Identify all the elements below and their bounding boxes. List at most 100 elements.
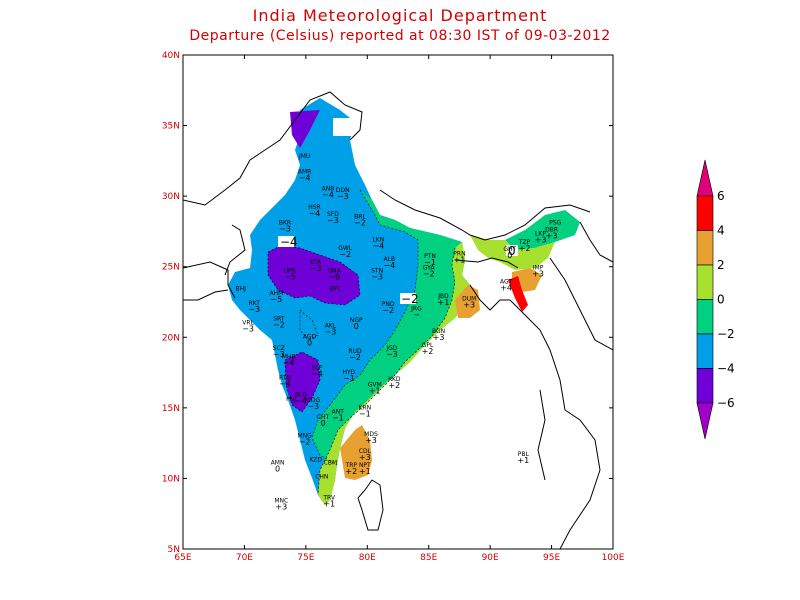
station-departure: −1 <box>424 258 436 267</box>
lat-tick-label: 5N <box>168 545 180 555</box>
station-name: CBM <box>324 459 337 466</box>
station-departure: −2 <box>339 250 351 259</box>
station-departure: −6 <box>328 272 340 281</box>
station-departure: −1 <box>359 409 371 418</box>
station-name: DDN <box>336 187 350 194</box>
station-marker: RKT−3 <box>248 300 260 314</box>
station-departure: −2 <box>354 219 366 228</box>
station-marker: GYA−2 <box>423 265 436 279</box>
station-marker: ALB−4 <box>384 256 396 270</box>
boundary-lines <box>183 91 613 549</box>
station-marker: IMP+3 <box>532 265 544 279</box>
station-name: RKT <box>249 300 261 307</box>
station-departure: +3 <box>359 453 371 462</box>
station-marker: KTA−3 <box>310 259 322 273</box>
station-name: TRP <box>345 462 358 469</box>
longitude-axis: 65E 70E 75E 80E 85E 90E 95E 100E <box>174 55 625 563</box>
station-marker: PND−2 <box>382 301 395 315</box>
station-marker: TZP+2 <box>518 239 531 253</box>
station-marker: BHJ <box>236 286 247 293</box>
legend-swatch <box>696 333 714 369</box>
station-name: LKP <box>535 231 546 238</box>
legend-label: 0 <box>717 293 725 307</box>
station-departure: −4 <box>309 209 321 218</box>
station-departure: +2 <box>422 347 434 356</box>
legend-swatch <box>696 299 714 335</box>
station-name: TZP <box>518 239 531 246</box>
station-departure: −5 <box>270 295 282 304</box>
station-name: PBL <box>518 451 530 458</box>
station-name: SLP <box>312 365 323 372</box>
station-marker: GVM+1 <box>368 382 382 396</box>
station-departure: +3 <box>433 333 445 342</box>
station-name: GHT <box>503 246 516 253</box>
legend-swatch <box>696 264 714 300</box>
station-marker: HSR−4 <box>308 204 321 218</box>
missing-data-patch <box>333 118 359 136</box>
station-name: AMR <box>298 169 311 176</box>
station-marker: DBR+3 <box>545 226 558 240</box>
station-marker: HYD−1 <box>342 369 355 383</box>
map-title: India Meteorological Department <box>252 6 548 25</box>
contour-label-box <box>278 236 294 247</box>
station-departure: − <box>413 310 420 319</box>
station-marker: AMR−4 <box>298 169 311 183</box>
station-marker: MNC+3 <box>274 497 288 511</box>
station-name: MDS <box>364 431 378 438</box>
station-departure: +4 <box>500 284 512 293</box>
station-departure: 0 <box>507 251 512 260</box>
station-departure: −3 <box>279 224 291 233</box>
station-name: MHB <box>282 353 296 360</box>
station-marker: JBD+1 <box>437 293 449 307</box>
station-name: PRN <box>453 250 465 257</box>
station-departure: −3 <box>242 325 254 334</box>
contour-label-box <box>506 245 518 256</box>
station-name: PNJ <box>286 396 296 403</box>
station-marker: UPR−5 <box>284 267 296 281</box>
station-name: RUD <box>348 348 362 355</box>
station-departure: 0 <box>354 322 359 331</box>
station-name: ANT <box>332 409 345 416</box>
station-name: BRL <box>354 214 366 221</box>
station-name: LKN <box>372 236 384 243</box>
station-departure: −4 <box>283 358 295 367</box>
station-departure: +1 <box>359 467 371 476</box>
station-departure: +1 <box>369 387 381 396</box>
station-departure: −3 <box>337 192 349 201</box>
station-name: KZD <box>309 456 322 463</box>
station-departure: −3 <box>307 402 319 411</box>
station-name: JGD <box>385 345 397 352</box>
station-name: BGN <box>432 328 445 335</box>
contour-label: −4 <box>280 235 298 249</box>
station-departure: −4 <box>311 370 323 379</box>
station-marker: SLP−4 <box>311 365 323 379</box>
legend-top-arrow <box>696 159 714 197</box>
station-name: AMN <box>271 459 285 466</box>
station-marker: VRL−3 <box>242 320 254 334</box>
station-name: CHN <box>315 473 328 480</box>
station-marker: GWL−2 <box>338 245 353 259</box>
station-name: SFD <box>327 211 339 218</box>
station-name: RTN <box>279 375 291 382</box>
legend-label: −2 <box>717 327 735 341</box>
station-departure: −3 <box>386 350 398 359</box>
station-departure: +1 <box>438 298 450 307</box>
station-departure: 0 <box>321 419 326 428</box>
station-departure: −2 <box>382 306 394 315</box>
station-marker: GDG−3 <box>306 397 320 411</box>
station-name: STN <box>371 267 383 274</box>
station-marker: SCZ−3 <box>273 345 285 359</box>
lat-tick-label: 25N <box>162 263 180 273</box>
station-name: ALB <box>384 256 396 263</box>
lon-tick-label: 80E <box>359 553 376 563</box>
station-name: JRG <box>410 305 422 312</box>
station-departure: −4 <box>299 174 311 183</box>
station-name: HSR <box>308 204 321 211</box>
station-name: JMU <box>298 153 310 160</box>
legend-label: −4 <box>717 362 735 376</box>
station-marker: ANT−1 <box>332 409 345 423</box>
station-marker: JRG− <box>410 305 422 319</box>
